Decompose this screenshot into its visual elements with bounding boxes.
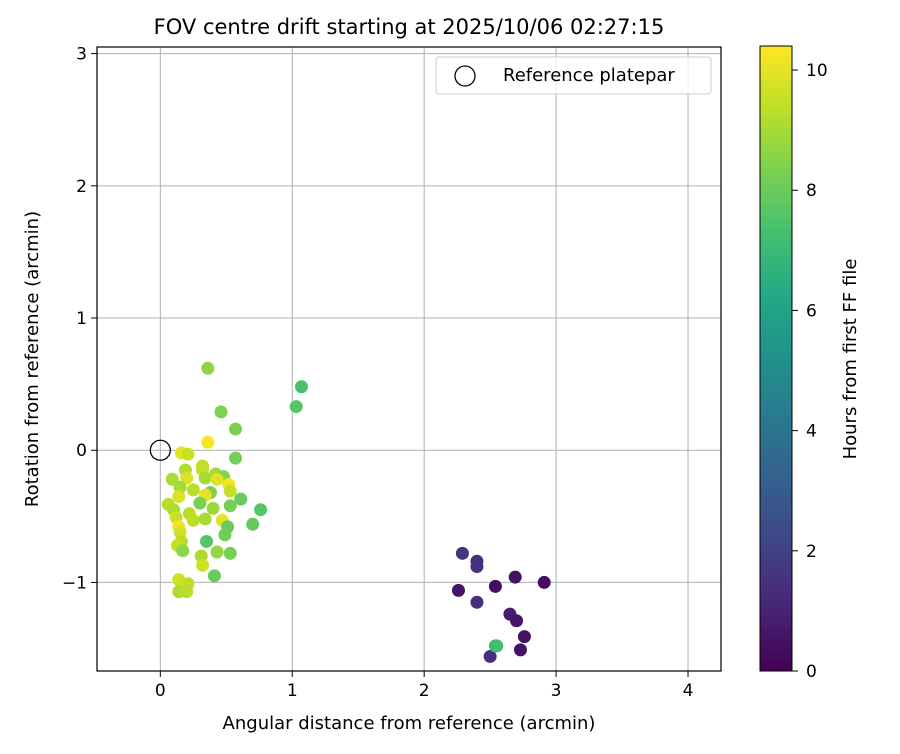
data-point [186, 513, 200, 527]
data-point [294, 380, 308, 394]
grid [97, 47, 721, 671]
data-point [223, 484, 237, 498]
data-point [517, 630, 531, 644]
data-point [289, 400, 303, 414]
y-tick-label: −1 [62, 573, 87, 593]
legend: Reference platepar [435, 56, 712, 95]
data-point [229, 451, 243, 465]
y-tick-label: 3 [76, 45, 87, 65]
data-point [470, 595, 484, 609]
x-tick-label: 4 [683, 681, 694, 701]
colorbar-tick-label: 0 [806, 662, 817, 682]
data-point [223, 546, 237, 560]
data-point [513, 643, 527, 657]
data-point [508, 570, 522, 584]
data-point [510, 614, 524, 628]
data-point [246, 517, 260, 531]
data-point [181, 447, 195, 461]
y-tick-label: 1 [76, 309, 87, 329]
data-point [172, 489, 186, 503]
data-point [483, 649, 497, 663]
y-tick-label: 0 [76, 441, 87, 461]
colorbar-tick-label: 8 [806, 181, 817, 201]
data-point [234, 492, 248, 506]
x-tick-label: 2 [419, 681, 430, 701]
data-point [199, 534, 213, 548]
data-point [490, 639, 504, 653]
colorbar-tick-label: 4 [806, 422, 817, 442]
y-axis-ticks: −1 0 1 2 3 [62, 45, 97, 593]
colorbar-ticks: 0 2 4 6 8 10 [792, 61, 828, 682]
colorbar-gradient [759, 45, 793, 672]
data-point [254, 503, 268, 517]
data-point [223, 499, 237, 513]
y-axis-label: Rotation from reference (arcmin) [22, 211, 43, 507]
data-point [196, 558, 210, 572]
data-point [455, 546, 469, 560]
data-point [201, 361, 215, 375]
data-point [214, 405, 228, 419]
x-tick-label: 3 [551, 681, 562, 701]
data-point [451, 583, 465, 597]
data-point [470, 560, 484, 574]
data-point [176, 544, 190, 558]
data-point [210, 472, 224, 486]
legend-entry-reference: Reference platepar [503, 65, 675, 86]
data-points [161, 361, 551, 663]
colorbar-tick-label: 10 [806, 61, 828, 81]
data-point [206, 501, 220, 515]
x-tick-label: 0 [155, 681, 166, 701]
data-point [207, 569, 221, 583]
colorbar-tick-label: 6 [806, 301, 817, 321]
reference-marker [149, 439, 171, 461]
y-tick-label: 2 [76, 177, 87, 197]
reference-marker-group [149, 439, 171, 461]
legend-marker-icon [454, 65, 476, 87]
data-point [537, 575, 551, 589]
data-point [186, 483, 200, 497]
colorbar: 0 2 4 6 8 10 Hours from first FF file [759, 45, 861, 682]
legend-box [435, 56, 712, 95]
data-point [180, 585, 194, 599]
data-point [201, 435, 215, 449]
x-axis-label: Angular distance from reference (arcmin) [223, 713, 596, 734]
data-point [198, 471, 212, 485]
plot-frame [96, 46, 722, 672]
data-point [218, 528, 232, 542]
colorbar-tick-label: 2 [806, 542, 817, 562]
data-point [165, 472, 179, 486]
chart-title: FOV centre drift starting at 2025/10/06 … [154, 15, 665, 39]
colorbar-label: Hours from first FF file [840, 259, 861, 460]
data-point [198, 512, 212, 526]
data-point [488, 579, 502, 593]
x-axis-ticks: 0 1 2 3 4 [155, 671, 694, 701]
data-point [180, 471, 194, 485]
data-point [229, 422, 243, 436]
data-point [193, 496, 207, 510]
data-point [210, 545, 224, 559]
x-tick-label: 1 [287, 681, 298, 701]
